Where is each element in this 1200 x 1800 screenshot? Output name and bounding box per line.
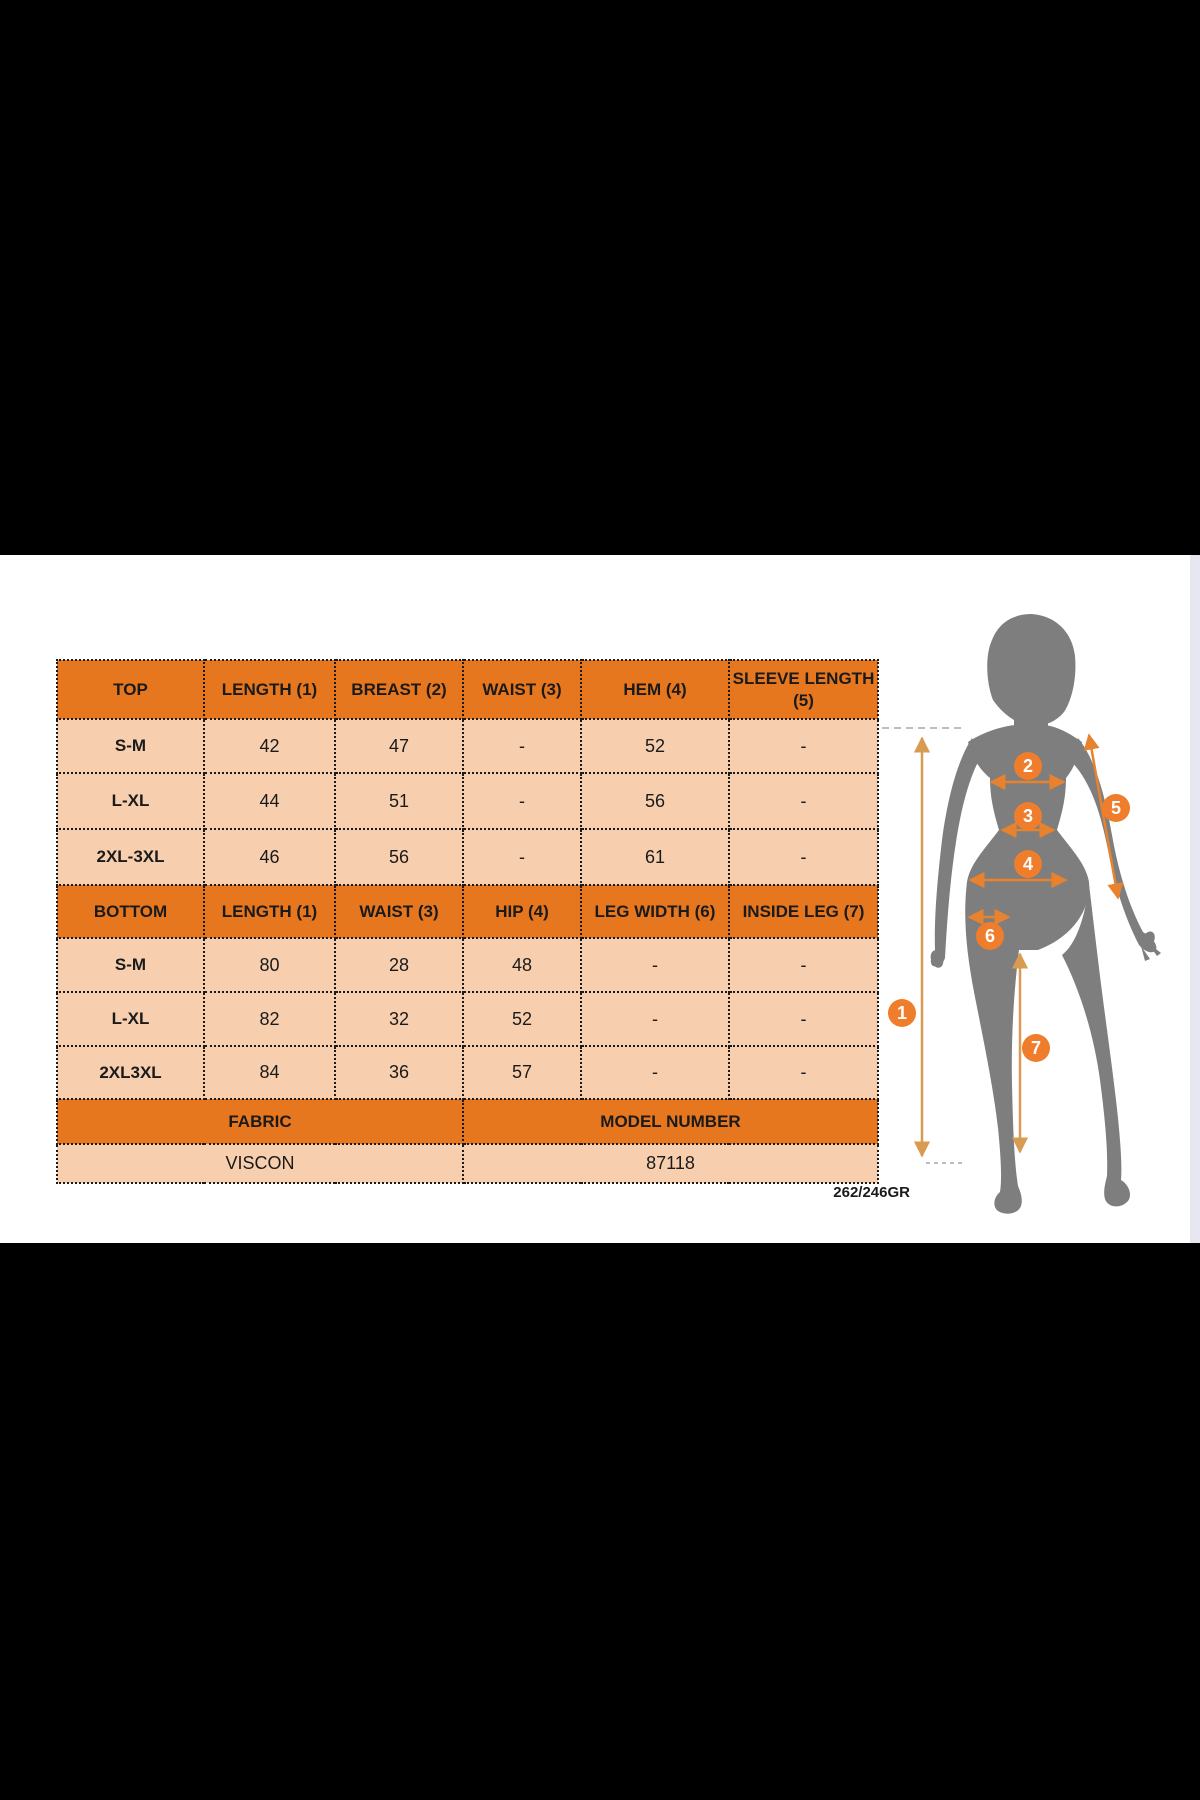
model-number-label-cell: MODEL NUMBER xyxy=(462,1098,879,1145)
value-cell: - xyxy=(462,772,582,830)
value-cell: 44 xyxy=(203,772,336,830)
value-cell: - xyxy=(462,718,582,774)
silhouette-right-hand xyxy=(1141,931,1155,949)
right-edge-strip xyxy=(1190,555,1200,1243)
value-cell: - xyxy=(728,772,879,830)
header-bottom: BOTTOM xyxy=(56,884,205,939)
silhouette-left-hand xyxy=(930,950,944,968)
table-row: 2XL3XL 84 36 57 - - xyxy=(56,1045,879,1100)
size-chart-table: TOP LENGTH (1) BREAST (2) WAIST (3) HEM … xyxy=(56,659,879,1184)
bottom-black-bar xyxy=(0,1243,1200,1800)
value-cell: 46 xyxy=(203,828,336,886)
value-cell: 36 xyxy=(334,1045,464,1100)
content-panel: TOP LENGTH (1) BREAST (2) WAIST (3) HEM … xyxy=(0,555,1200,1243)
badge-number: 7 xyxy=(1031,1038,1041,1058)
silhouette-head xyxy=(987,614,1076,726)
product-code-caption: 262/246GR xyxy=(833,1184,910,1201)
size-cell: L-XL xyxy=(56,772,205,830)
table-row: S-M 80 28 48 - - xyxy=(56,937,879,993)
measure-badge-3 xyxy=(1014,802,1042,830)
header-inside-leg-7: INSIDE LEG (7) xyxy=(728,884,879,939)
table-row: L-XL 82 32 52 - - xyxy=(56,991,879,1047)
size-cell: 2XL3XL xyxy=(56,1045,205,1100)
size-cell: S-M xyxy=(56,937,205,993)
silhouette-right-fingers xyxy=(1141,942,1161,961)
measure-badge-1 xyxy=(888,999,916,1027)
silhouette-right-leg xyxy=(1062,884,1131,1207)
header-breast-2: BREAST (2) xyxy=(334,659,464,720)
value-cell: 47 xyxy=(334,718,464,774)
value-cell: - xyxy=(580,937,730,993)
measure-badge-2 xyxy=(1014,752,1042,780)
header-length-1: LENGTH (1) xyxy=(203,659,336,720)
bottom-header-row: BOTTOM LENGTH (1) WAIST (3) HIP (4) LEG … xyxy=(56,884,879,939)
value-cell: - xyxy=(462,828,582,886)
value-cell: 48 xyxy=(462,937,582,993)
silhouette-left-leg xyxy=(965,882,1022,1214)
body-measurement-figure: 1 2 3 4 5 6 7 xyxy=(882,614,1161,1214)
table-row: 2XL-3XL 46 56 - 61 - xyxy=(56,828,879,886)
footer-label-row: FABRIC MODEL NUMBER xyxy=(56,1098,879,1145)
measure-badge-4 xyxy=(1014,850,1042,878)
fabric-label-cell: FABRIC xyxy=(56,1098,464,1145)
fabric-value-cell: VISCON xyxy=(56,1143,464,1184)
measure-badge-7 xyxy=(1022,1034,1050,1062)
value-cell: 28 xyxy=(334,937,464,993)
value-cell: 51 xyxy=(334,772,464,830)
value-cell: - xyxy=(728,1045,879,1100)
value-cell: - xyxy=(580,1045,730,1100)
measure-badge-6 xyxy=(976,922,1004,950)
top-black-bar xyxy=(0,0,1200,555)
size-cell: S-M xyxy=(56,718,205,774)
header-waist-3: WAIST (3) xyxy=(334,884,464,939)
table-row: S-M 42 47 - 52 - xyxy=(56,718,879,774)
header-leg-width-6: LEG WIDTH (6) xyxy=(580,884,730,939)
value-cell: - xyxy=(728,718,879,774)
badge-number: 3 xyxy=(1023,806,1033,826)
badge-number: 1 xyxy=(897,1003,907,1023)
header-length-1: LENGTH (1) xyxy=(203,884,336,939)
header-hem-4: HEM (4) xyxy=(580,659,730,720)
badge-number: 4 xyxy=(1023,854,1033,874)
value-cell: 82 xyxy=(203,991,336,1047)
model-number-value-cell: 87118 xyxy=(462,1143,879,1184)
value-cell: 56 xyxy=(580,772,730,830)
value-cell: - xyxy=(728,991,879,1047)
value-cell: 84 xyxy=(203,1045,336,1100)
value-cell: 57 xyxy=(462,1045,582,1100)
value-cell: - xyxy=(728,937,879,993)
size-cell: 2XL-3XL xyxy=(56,828,205,886)
badge-number: 6 xyxy=(985,926,995,946)
table-row: L-XL 44 51 - 56 - xyxy=(56,772,879,830)
value-cell: 80 xyxy=(203,937,336,993)
header-top: TOP xyxy=(56,659,205,720)
top-header-row: TOP LENGTH (1) BREAST (2) WAIST (3) HEM … xyxy=(56,659,879,720)
woman-silhouette xyxy=(930,614,1161,1214)
badge-number: 5 xyxy=(1111,798,1121,818)
header-sleeve-length-5: SLEEVE LENGTH (5) xyxy=(728,659,879,720)
value-cell: 56 xyxy=(334,828,464,886)
value-cell: - xyxy=(728,828,879,886)
silhouette-left-arm xyxy=(930,738,978,967)
footer-value-row: VISCON 87118 xyxy=(56,1143,879,1184)
size-cell: L-XL xyxy=(56,991,205,1047)
badge-number: 2 xyxy=(1023,756,1033,776)
header-waist-3: WAIST (3) xyxy=(462,659,582,720)
value-cell: 32 xyxy=(334,991,464,1047)
sleeve-arrow-5 xyxy=(1083,733,1124,900)
header-hip-4: HIP (4) xyxy=(462,884,582,939)
value-cell: 52 xyxy=(462,991,582,1047)
measure-badge-5 xyxy=(1102,794,1130,822)
value-cell: 42 xyxy=(203,718,336,774)
value-cell: 52 xyxy=(580,718,730,774)
value-cell: 61 xyxy=(580,828,730,886)
measure-badges: 1 2 3 4 5 6 7 xyxy=(888,752,1130,1062)
value-cell: - xyxy=(580,991,730,1047)
